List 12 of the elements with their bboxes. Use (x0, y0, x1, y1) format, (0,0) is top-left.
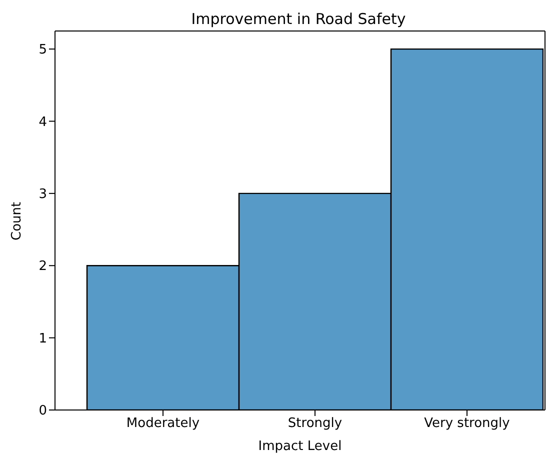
x-axis-title: Impact Level (258, 439, 342, 454)
y-tick-label: 1 (38, 331, 47, 346)
y-tick-label: 4 (38, 114, 47, 130)
y-tick-label: 5 (38, 42, 47, 58)
y-tick-label: 0 (38, 404, 47, 419)
x-tick-label: Strongly (288, 416, 342, 432)
x-tick-label: Moderately (126, 416, 200, 432)
y-tick-label: 2 (38, 259, 47, 274)
chart-title: Improvement in Road Safety (190, 10, 407, 28)
y-tick-label: 3 (38, 187, 47, 202)
x-tick-label: Very strongly (424, 416, 510, 432)
y-axis-title: Count (10, 202, 25, 240)
